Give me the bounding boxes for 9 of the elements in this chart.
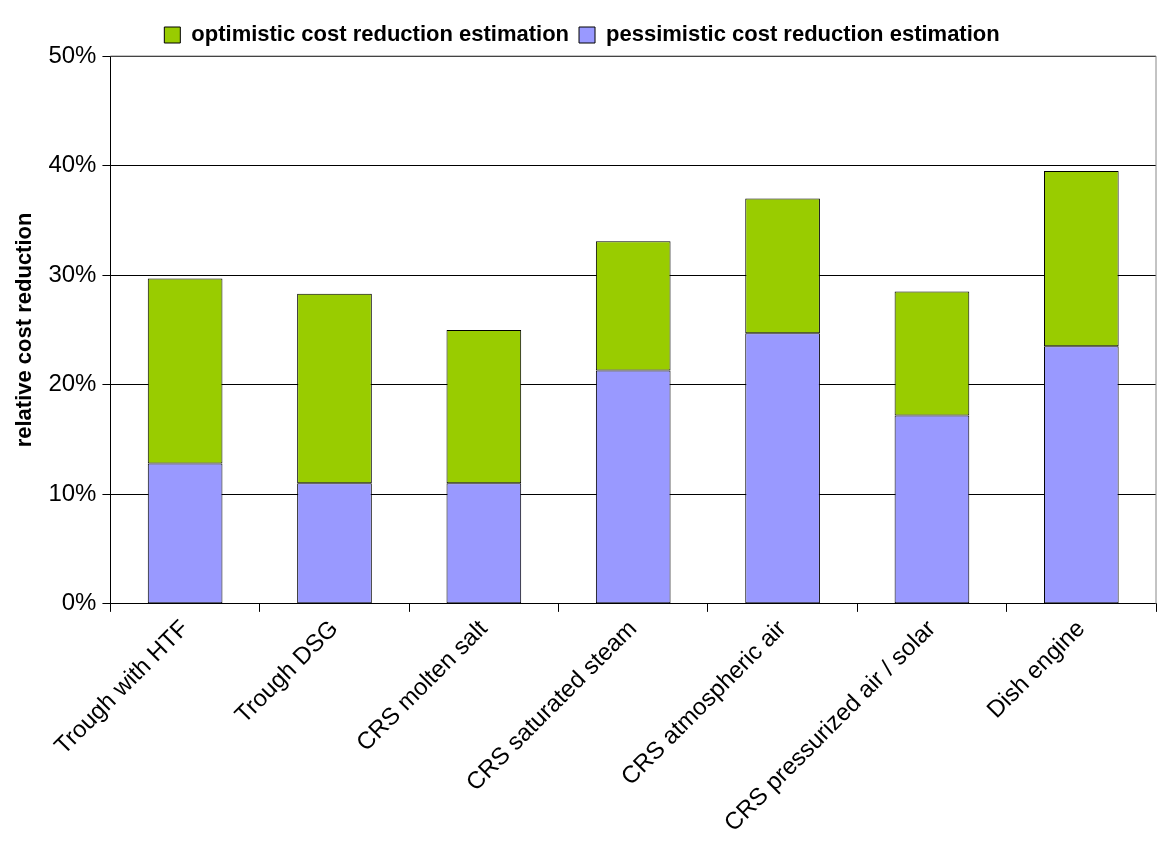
legend-label: pessimistic cost reduction estimation <box>606 21 1000 47</box>
legend-label: optimistic cost reduction estimation <box>191 21 570 47</box>
y-tick-label: 0% <box>61 588 97 616</box>
y-axis-title: relative cost reduction <box>11 212 37 448</box>
y-tick-label: 10% <box>48 478 97 506</box>
y-tick-label: 50% <box>48 40 97 68</box>
y-tick-label: 20% <box>48 369 97 397</box>
y-tick-label: 30% <box>48 259 97 287</box>
y-tick-label: 40% <box>48 150 97 178</box>
